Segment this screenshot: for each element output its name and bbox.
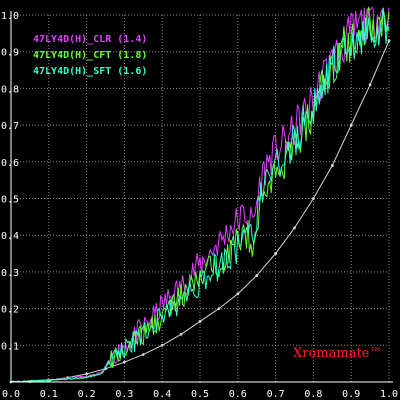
y-tick-label: 0.6 [1, 158, 19, 169]
x-tick-label: 0.3 [115, 389, 133, 400]
y-tick-label: 0.3 [1, 268, 19, 279]
y-tick-label: 0.7 [1, 121, 19, 132]
x-tick-label: 0.1 [40, 389, 58, 400]
x-tick-label: 0.7 [267, 389, 285, 400]
reference-point [217, 307, 221, 310]
x-tick-label: 0.5 [191, 389, 209, 400]
x-tick-label: 0.8 [304, 389, 322, 400]
y-tick-label: 0.4 [1, 231, 19, 242]
reference-point [368, 83, 372, 87]
reference-point [179, 332, 183, 336]
y-tick-label: 0.5 [1, 195, 19, 206]
tick-labels: 0.0 0.1 0.2 0.3 0.4 0.5 0.6 0.7 0.8 0.9 1.0 0.1 0.2 0… [1, 11, 398, 400]
y-tick-label: 0.2 [1, 305, 19, 316]
reference-point [349, 123, 353, 127]
reference-point [123, 360, 126, 364]
x-tick-label: 0.2 [78, 389, 96, 400]
series-line-3 [10, 7, 390, 383]
legend-entry-1: 47LY4D(H)_CLR (1.4) [33, 34, 147, 45]
reference-point [387, 39, 391, 43]
reference-point [141, 353, 145, 356]
reference-point [293, 226, 296, 230]
x-tick-label: 0.0 [2, 389, 20, 400]
reference-point [85, 372, 88, 376]
brand-watermark: Xromamate™ [293, 346, 382, 361]
reference-point [198, 320, 202, 323]
x-tick-label: 0.9 [342, 389, 360, 400]
x-tick-label: 0.6 [229, 389, 247, 400]
x-tick-label: 1.0 [380, 389, 398, 400]
legend-entry-3: 47LY4D(H)_SFT (1.6) [33, 66, 147, 77]
reference-point [160, 343, 164, 347]
reference-point [236, 292, 240, 296]
reference-point [255, 274, 259, 277]
legend-entry-2: 47LY4D(H)_CFT (1.8) [33, 50, 147, 61]
series-layer [10, 6, 390, 383]
reference-point [312, 197, 315, 200]
y-tick-label: 0.8 [1, 84, 19, 95]
y-tick-label: 0.9 [1, 48, 19, 59]
y-tick-label: 1.0 [1, 11, 19, 22]
legend: 47LY4D(H)_CLR (1.4) 47LY4D(H)_CFT (1.8) 47… [33, 34, 147, 77]
reference-point [330, 164, 334, 167]
x-tick-label: 0.4 [153, 389, 171, 400]
reference-curve [9, 39, 391, 384]
y-tick-label: 0.1 [1, 341, 19, 352]
reference-point [274, 252, 277, 255]
axes [10, 11, 393, 383]
